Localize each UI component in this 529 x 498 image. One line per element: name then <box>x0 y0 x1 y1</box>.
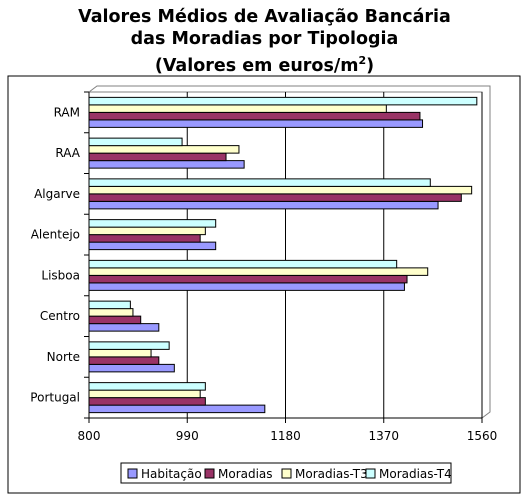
y-category-label: Portugal <box>30 391 80 405</box>
x-tick-label: 990 <box>176 429 199 443</box>
bar-moradias-t4 <box>88 341 170 350</box>
bar-habita-o <box>88 119 424 128</box>
x-tick-label: 800 <box>78 429 101 443</box>
bar-moradias <box>88 356 160 365</box>
chart-title-line-2: das Moradias por Tipologia <box>130 29 399 49</box>
bar-moradias-t3 <box>88 104 387 113</box>
bar-habita-o <box>88 241 217 251</box>
bar-moradias-t4 <box>88 178 431 187</box>
plot-area-depth <box>88 85 491 419</box>
bar-moradias-t3 <box>88 308 134 317</box>
bar-moradias <box>88 274 408 284</box>
bar-moradias-t4 <box>88 259 398 269</box>
chart-title-unit: (Valores em euros/m <box>154 55 359 76</box>
y-category-label: Algarve <box>34 187 80 201</box>
x-tick-label: 1370 <box>368 429 399 443</box>
bar-moradias-t3 <box>88 226 206 236</box>
bar-moradias <box>88 234 201 243</box>
chart-title-close: ) <box>366 55 375 76</box>
x-tick-label: 1560 <box>467 429 498 443</box>
x-tick-label: 1180 <box>270 429 301 443</box>
y-category-label: Centro <box>40 309 80 323</box>
chart-title-superscript: 2 <box>358 54 367 67</box>
bar-moradias <box>88 152 227 162</box>
bar-moradias <box>88 111 421 121</box>
bar-habita-o <box>88 200 439 210</box>
chart-title-line-1: Valores Médios de Avaliação Bancária <box>78 7 451 27</box>
bar-habita-o <box>88 363 175 373</box>
bar-habita-o <box>88 323 160 332</box>
bar-moradias-t3 <box>88 389 201 399</box>
bar-moradias-t4 <box>88 96 478 106</box>
bar-moradias-t4 <box>88 382 206 391</box>
bar-moradias-t3 <box>88 267 429 276</box>
bar-moradias-t3 <box>88 145 240 154</box>
bar-moradias-t4 <box>88 219 217 228</box>
bar-moradias-t3 <box>88 185 473 195</box>
bar-moradias-t4 <box>88 300 131 310</box>
y-category-label: RAM <box>54 105 80 119</box>
bar-habita-o <box>88 404 266 414</box>
y-category-label: Alentejo <box>31 228 80 242</box>
legend-swatch <box>365 468 376 479</box>
bar-moradias <box>88 397 206 406</box>
y-category-label: RAA <box>55 146 80 160</box>
bar-habita-o <box>88 282 405 291</box>
y-category-label: Norte <box>47 350 80 364</box>
legend-label: Moradias-T4 <box>379 467 452 481</box>
legend: Habitação Moradias Moradias-T3 Moradias-T4 <box>120 462 452 484</box>
bar-moradias <box>88 193 462 202</box>
legend-swatch <box>281 468 292 479</box>
legend-label: Habitação <box>141 467 202 481</box>
bar-moradias-t3 <box>88 348 152 358</box>
legend-swatch <box>127 468 138 479</box>
bar-habita-o <box>88 160 245 169</box>
legend-label: Moradias-T3 <box>295 467 368 481</box>
y-category-label: Lisboa <box>41 268 80 282</box>
legend-swatch <box>204 468 215 479</box>
legend-label: Moradias <box>218 467 273 481</box>
bar-moradias-t4 <box>88 137 183 147</box>
bar-moradias <box>88 315 142 325</box>
chart-title-line-3: (Valores em euros/m2) <box>0 50 529 77</box>
